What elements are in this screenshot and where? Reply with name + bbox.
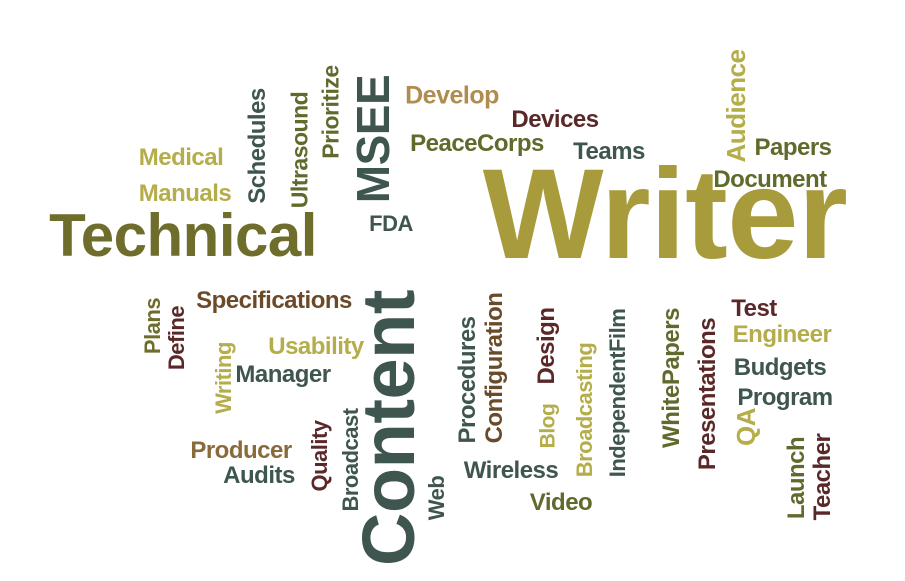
- word-audience: Audience: [721, 49, 751, 163]
- word-schedules: Schedules: [244, 88, 271, 204]
- word-broadcasting: Broadcasting: [572, 342, 597, 478]
- word-msee: MSEE: [347, 74, 399, 204]
- word-define: Define: [164, 305, 189, 371]
- word-content: Content: [347, 290, 430, 566]
- word-web: Web: [424, 475, 449, 521]
- word-prioritize: Prioritize: [317, 65, 344, 159]
- word-devices: Devices: [511, 106, 599, 133]
- word-technical: Technical: [49, 202, 317, 269]
- word-engineer: Engineer: [732, 321, 832, 348]
- word-peacecorps: PeaceCorps: [410, 130, 544, 157]
- word-procedures: Procedures: [454, 316, 481, 444]
- word-budgets: Budgets: [733, 354, 827, 381]
- word-specifications: Specifications: [196, 287, 352, 314]
- word-document: Document: [713, 166, 827, 193]
- word-medical: Medical: [138, 144, 224, 171]
- word-launch: Launch: [783, 436, 810, 520]
- word-audits: Audits: [223, 462, 295, 489]
- word-papers: Papers: [754, 134, 832, 161]
- word-writing: Writing: [211, 342, 236, 414]
- word-teams: Teams: [573, 138, 645, 165]
- word-wireless: Wireless: [463, 457, 559, 484]
- word-writer: Writer: [482, 143, 848, 286]
- word-test: Test: [731, 295, 777, 322]
- word-manager: Manager: [235, 361, 331, 388]
- word-video: Video: [529, 489, 593, 516]
- word-manuals: Manuals: [138, 180, 232, 207]
- word-plans: Plans: [140, 297, 165, 355]
- word-producer: Producer: [190, 437, 292, 464]
- word-whitepapers: WhitePapers: [658, 308, 685, 448]
- word-teacher: Teacher: [809, 433, 836, 521]
- word-configuration: Configuration: [481, 292, 508, 444]
- word-blog: Blog: [536, 403, 560, 449]
- word-broadcast: Broadcast: [338, 408, 363, 512]
- word-design: Design: [533, 307, 560, 385]
- word-quality: Quality: [307, 420, 332, 492]
- word-program: Program: [737, 384, 833, 411]
- word-presentations: Presentations: [694, 317, 721, 471]
- word-independentfilm: IndependentFilm: [605, 308, 630, 478]
- word-fda: FDA: [369, 211, 413, 236]
- word-develop: Develop: [405, 81, 499, 110]
- word-ultrasound: Ultrasound: [286, 91, 313, 209]
- word-qa: QA: [731, 408, 761, 446]
- word-usability: Usability: [268, 333, 364, 360]
